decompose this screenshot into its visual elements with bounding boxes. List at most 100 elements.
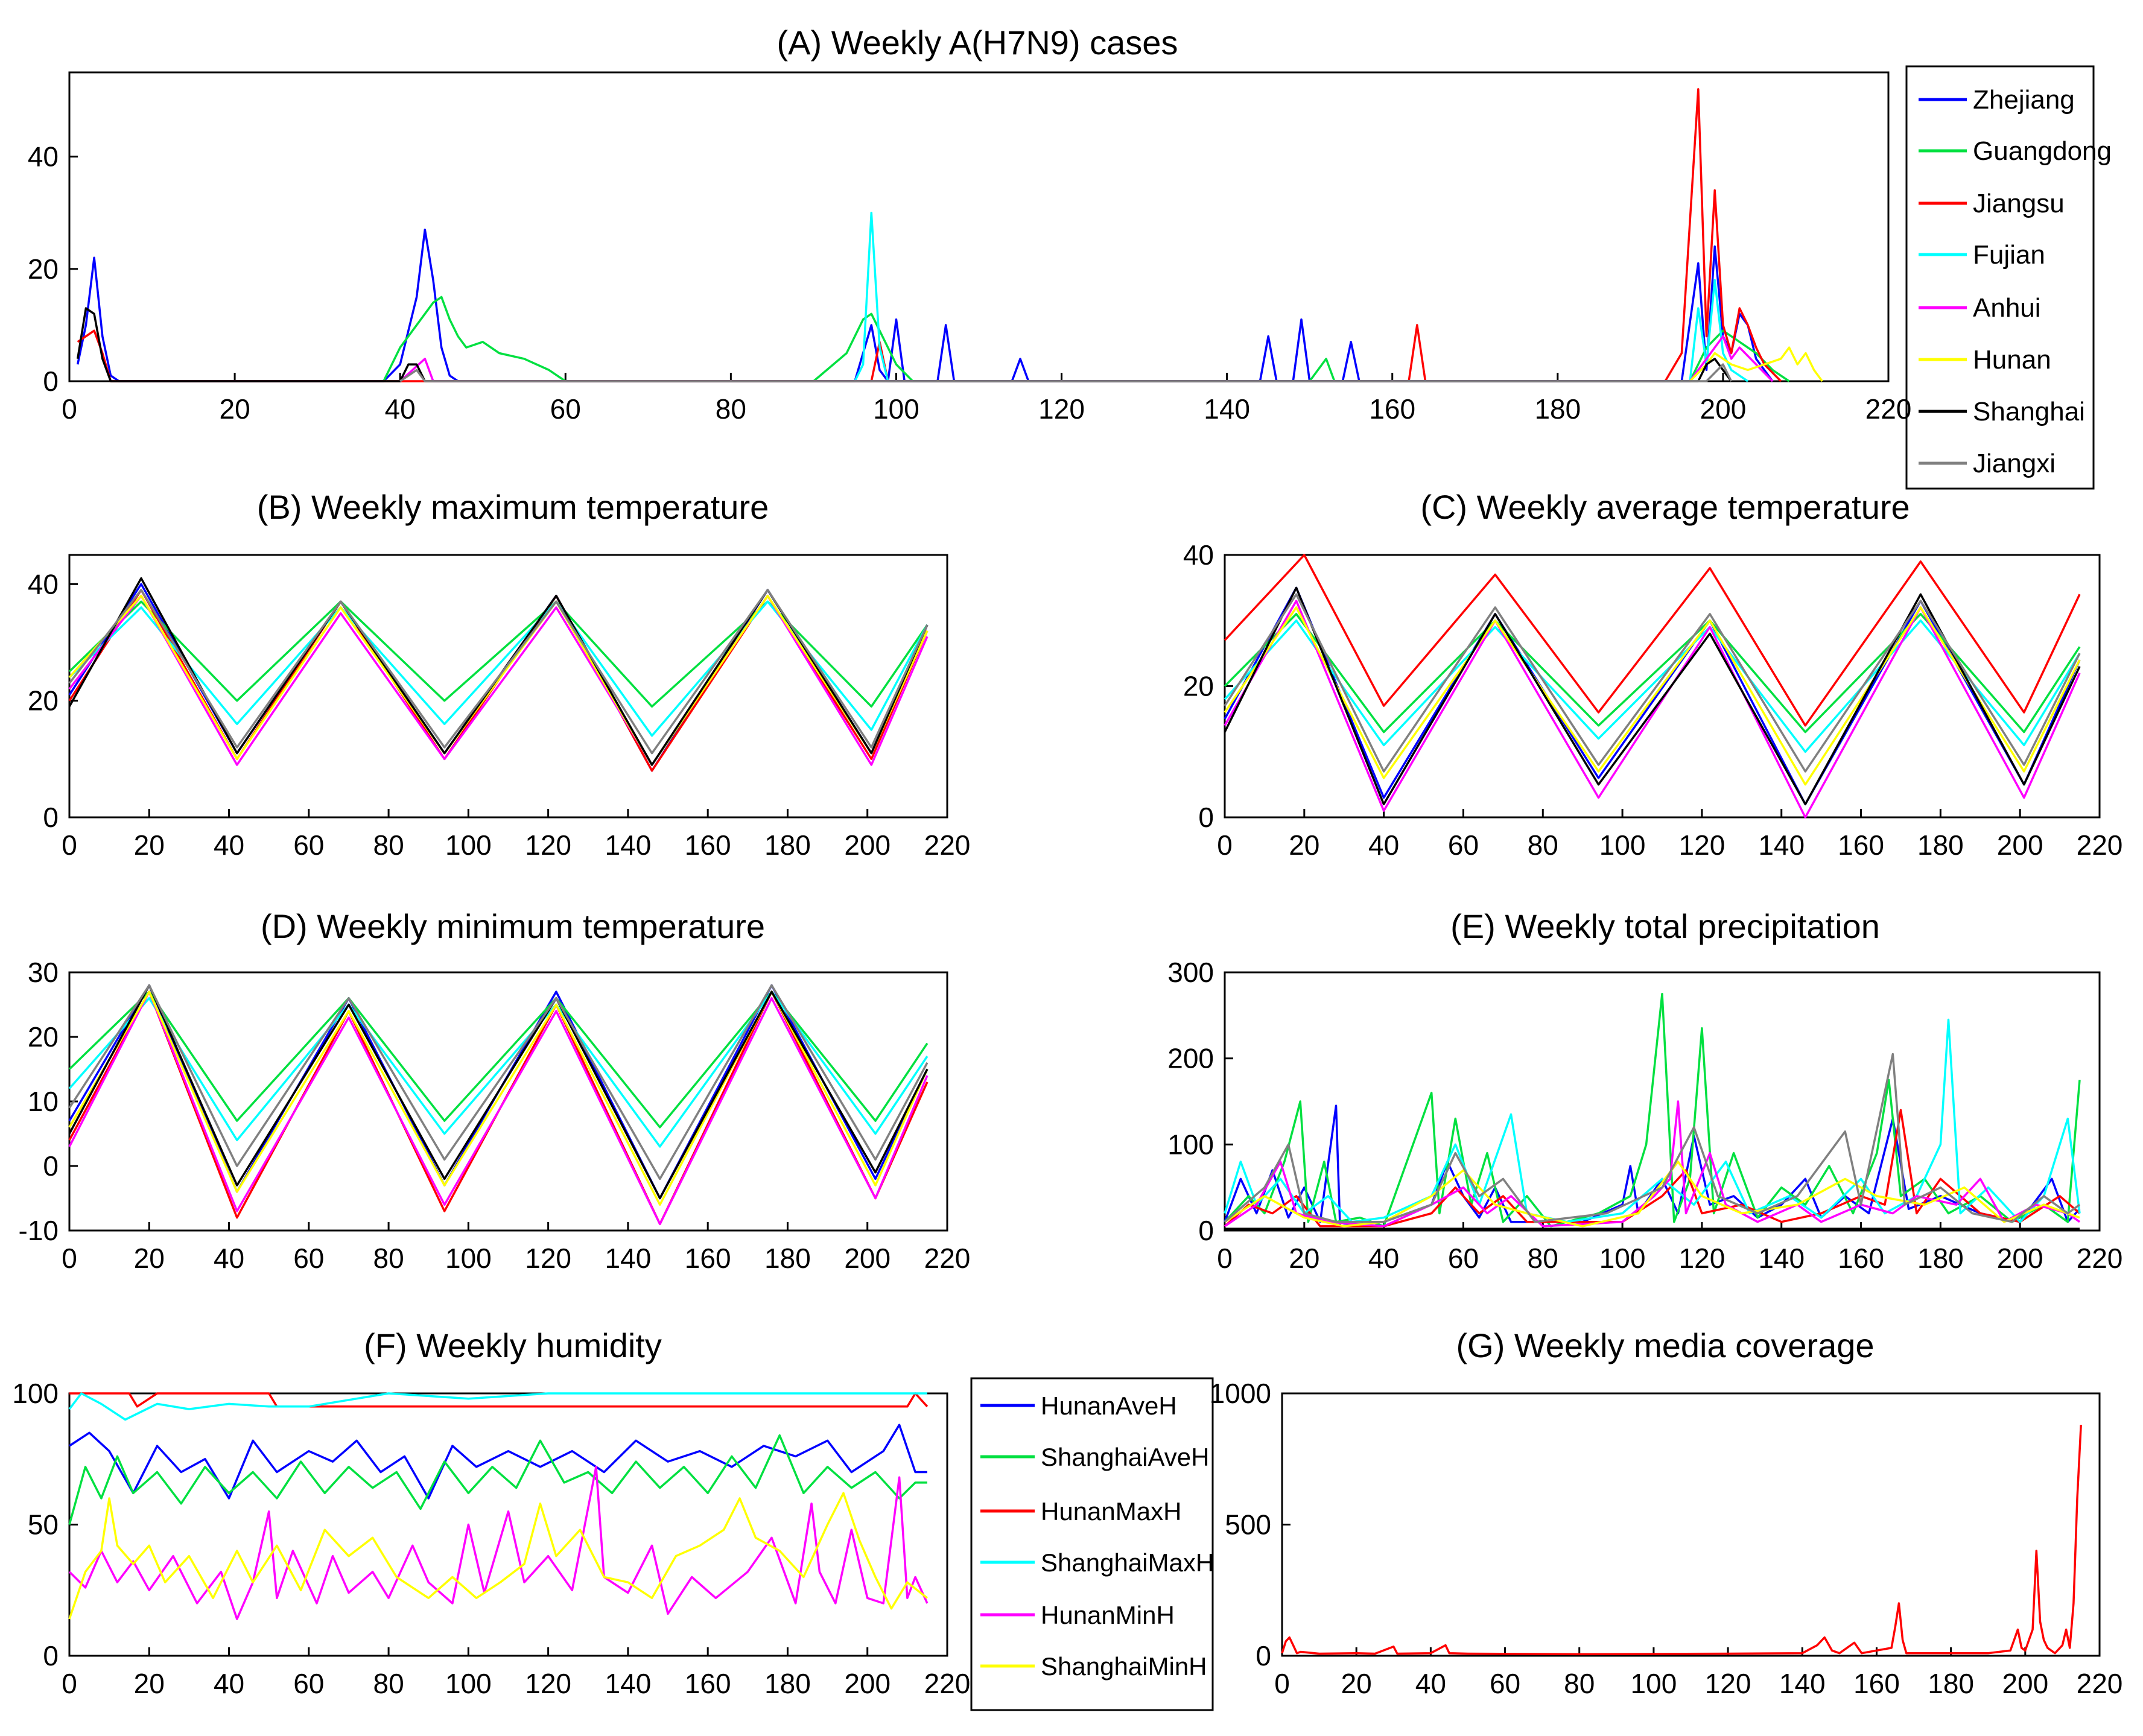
x-tick-label: 180 xyxy=(1534,393,1581,425)
x-tick-label: 40 xyxy=(214,829,244,861)
x-tick-label: 60 xyxy=(1448,829,1479,861)
x-tick-label: 200 xyxy=(1700,393,1747,425)
series-line-guangdong xyxy=(68,990,929,1129)
legend-label: Fujian xyxy=(1973,240,2045,270)
x-tick-label: 20 xyxy=(220,393,250,425)
panel-a-legend: Zhejiang Guangdong Jiangsu Fujian Anhui … xyxy=(1905,65,2112,490)
panel-b-title: (B) Weekly maximum temperature xyxy=(257,488,769,526)
x-tick-label: 160 xyxy=(1853,1668,1900,1699)
y-tick-label: -10 xyxy=(19,1215,59,1246)
legend-item-shanghaimaxh: ShanghaiMaxH xyxy=(980,1548,1214,1577)
x-tick-label: 180 xyxy=(1917,829,1964,861)
x-tick-label: 220 xyxy=(2077,829,2123,861)
y-tick-label: 20 xyxy=(1183,671,1214,702)
x-tick-label: 120 xyxy=(525,1668,571,1699)
legend-label: ShanghaiMaxH xyxy=(1041,1548,1214,1577)
series-line-anhui xyxy=(399,335,1774,382)
chart-b: 0 20 40 60 80 100 120 140 160 180 200 220 0 20 40 xyxy=(28,554,970,861)
series-line-jiangxi xyxy=(1224,1053,2081,1223)
legend-item-shanghaiminh: ShanghaiMinH xyxy=(980,1652,1207,1681)
legend-label: HunanAveH xyxy=(1041,1392,1177,1420)
series-line-guangdong xyxy=(1224,613,2081,733)
y-tick-label: 1000 xyxy=(1210,1378,1271,1409)
series-line-shanghaiaveh xyxy=(68,1434,927,1525)
x-tick-label: 40 xyxy=(214,1243,244,1274)
series-line-guangdong xyxy=(68,600,929,708)
legend-item-hunanminh: HunanMinH xyxy=(980,1601,1175,1629)
legend-label: Shanghai xyxy=(1973,397,2085,426)
x-tick-label: 80 xyxy=(1528,1243,1558,1274)
x-tick-label: 100 xyxy=(1599,1243,1646,1274)
x-tick-label: 20 xyxy=(134,1243,165,1274)
legend-label: HunanMinH xyxy=(1041,1601,1175,1629)
y-tick-label: 200 xyxy=(1167,1043,1214,1074)
panel-f-title: (F) Weekly humidity xyxy=(364,1326,662,1364)
x-tick-label: 200 xyxy=(844,1243,891,1274)
x-tick-label: 160 xyxy=(1838,829,1884,861)
x-tick-label: 220 xyxy=(1865,393,1912,425)
x-tick-label: 140 xyxy=(605,829,652,861)
y-tick-label: 10 xyxy=(28,1086,59,1117)
x-tick-label: 20 xyxy=(134,1668,165,1699)
x-tick-label: 100 xyxy=(1631,1668,1677,1699)
legend-label: Guangdong xyxy=(1973,136,2112,166)
legend-item-hunanaveh: HunanAveH xyxy=(980,1392,1177,1420)
legend-item-jiangxi: Jiangxi xyxy=(1919,449,2056,478)
y-tick-label: 0 xyxy=(43,802,59,833)
x-tick-label: 180 xyxy=(1928,1668,1974,1699)
series-line-shanghai xyxy=(68,984,929,1200)
x-tick-label: 0 xyxy=(62,393,77,425)
x-tick-label: 140 xyxy=(605,1668,652,1699)
series-line-jiangxi xyxy=(399,363,1733,382)
x-tick-label: 80 xyxy=(1528,829,1558,861)
x-tick-label: 60 xyxy=(1490,1668,1520,1699)
y-tick-label: 100 xyxy=(12,1378,59,1409)
series-line-shanghai xyxy=(1224,586,2081,806)
series-line-hunanmaxh xyxy=(69,1392,929,1408)
x-tick-label: 120 xyxy=(1679,829,1726,861)
x-tick-label: 20 xyxy=(1289,829,1319,861)
x-tick-label: 140 xyxy=(605,1243,652,1274)
x-tick-label: 80 xyxy=(373,1668,404,1699)
series-line-jiangxi xyxy=(68,984,929,1180)
x-tick-label: 60 xyxy=(293,829,324,861)
chart-g: 0 20 40 60 80 100 120 140 160 180 200 220 0 500 1000 xyxy=(1210,1378,2123,1699)
legend-item-shanghai: Shanghai xyxy=(1919,397,2085,426)
x-tick-label: 40 xyxy=(1368,1243,1399,1274)
x-tick-label: 200 xyxy=(1997,1243,2043,1274)
legend-label: ShanghaiMinH xyxy=(1041,1652,1207,1681)
legend-item-anhui: Anhui xyxy=(1919,293,2041,323)
x-tick-label: 40 xyxy=(214,1668,244,1699)
series-line-jiangsu xyxy=(1224,554,2081,727)
series-line-hunan xyxy=(1224,1161,2080,1228)
y-tick-label: 0 xyxy=(1198,802,1214,833)
series-line-media xyxy=(1281,1425,2082,1656)
y-tick-label: 0 xyxy=(43,1150,59,1182)
legend-label: Jiangxi xyxy=(1973,449,2056,478)
x-tick-label: 120 xyxy=(525,1243,571,1274)
series-line-hunanaveh xyxy=(69,1424,927,1500)
x-tick-label: 200 xyxy=(844,829,891,861)
legend-label: Zhejiang xyxy=(1973,85,2075,115)
y-tick-label: 20 xyxy=(28,253,59,285)
legend-item-hunan: Hunan xyxy=(1919,345,2051,375)
panel-e-title: (E) Weekly total precipitation xyxy=(1450,907,1880,945)
y-tick-label: 50 xyxy=(28,1509,59,1541)
x-tick-label: 140 xyxy=(1779,1668,1826,1699)
x-tick-label: 80 xyxy=(373,1243,404,1274)
panel-a-title: (A) Weekly A(H7N9) cases xyxy=(777,24,1178,62)
x-tick-label: 120 xyxy=(1679,1243,1726,1274)
x-tick-label: 200 xyxy=(2002,1668,2048,1699)
x-tick-label: 160 xyxy=(685,1668,731,1699)
x-tick-label: 100 xyxy=(445,1243,492,1274)
x-tick-label: 60 xyxy=(293,1668,324,1699)
x-tick-label: 180 xyxy=(764,1668,811,1699)
x-tick-label: 60 xyxy=(550,393,581,425)
y-tick-label: 0 xyxy=(1198,1215,1214,1246)
legend-item-jiangsu: Jiangsu xyxy=(1919,189,2065,218)
y-tick-label: 0 xyxy=(43,366,59,397)
y-tick-label: 20 xyxy=(28,1021,59,1053)
x-tick-label: 120 xyxy=(525,829,571,861)
